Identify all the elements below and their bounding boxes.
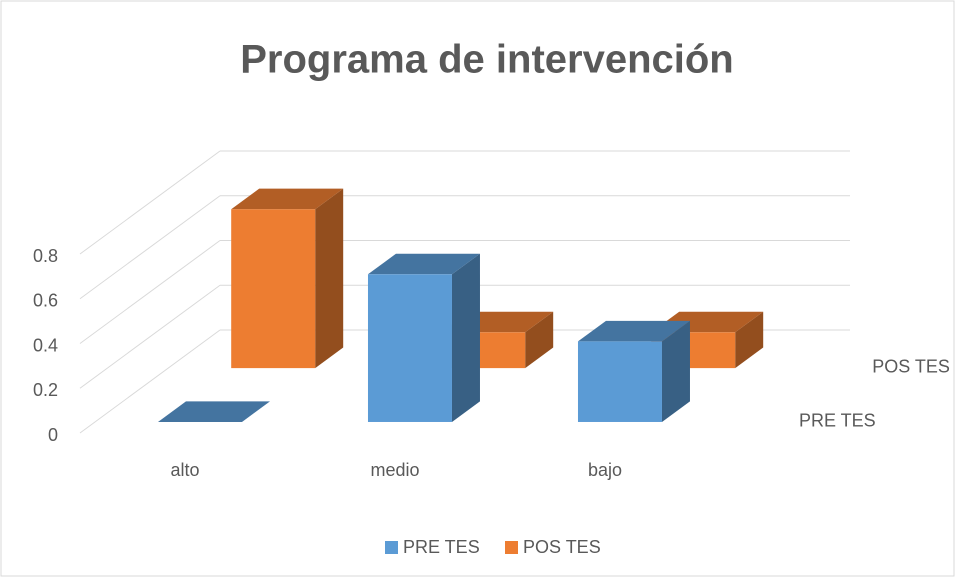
bar-top bbox=[157, 401, 270, 422]
y-tick-label: 0.2 bbox=[33, 380, 58, 400]
bar-side bbox=[661, 320, 690, 422]
grid-line bbox=[79, 240, 221, 344]
bar bbox=[231, 209, 316, 369]
y-tick-label: 0.6 bbox=[33, 291, 58, 311]
bar bbox=[577, 341, 662, 422]
legend-swatch bbox=[385, 541, 398, 554]
bar-top bbox=[577, 320, 690, 342]
bar-top bbox=[367, 253, 480, 275]
grid-line bbox=[79, 195, 221, 300]
grid-line bbox=[79, 329, 221, 434]
legend-label: POS TES bbox=[523, 537, 601, 557]
bar-side bbox=[735, 311, 764, 369]
legend-label: PRE TES bbox=[403, 537, 480, 557]
x-tick-label: medio bbox=[370, 460, 419, 480]
bar-side bbox=[525, 311, 554, 369]
x-tick-label: alto bbox=[170, 460, 199, 480]
y-tick-label: 0.8 bbox=[33, 246, 58, 266]
y-tick-label: 0 bbox=[48, 425, 58, 445]
bar bbox=[367, 274, 452, 422]
bar-side bbox=[451, 253, 480, 422]
bar-top bbox=[231, 188, 344, 210]
grid-line bbox=[79, 150, 221, 255]
x-tick-label: bajo bbox=[588, 460, 622, 480]
depth-axis-label: PRE TES bbox=[799, 410, 876, 430]
bar-side bbox=[315, 188, 344, 369]
chart-title: Programa de intervención bbox=[240, 38, 733, 82]
grid-line bbox=[79, 284, 221, 389]
y-tick-label: 0.4 bbox=[33, 335, 58, 355]
legend-swatch bbox=[505, 541, 518, 554]
depth-axis-label: POS TES bbox=[872, 357, 950, 377]
